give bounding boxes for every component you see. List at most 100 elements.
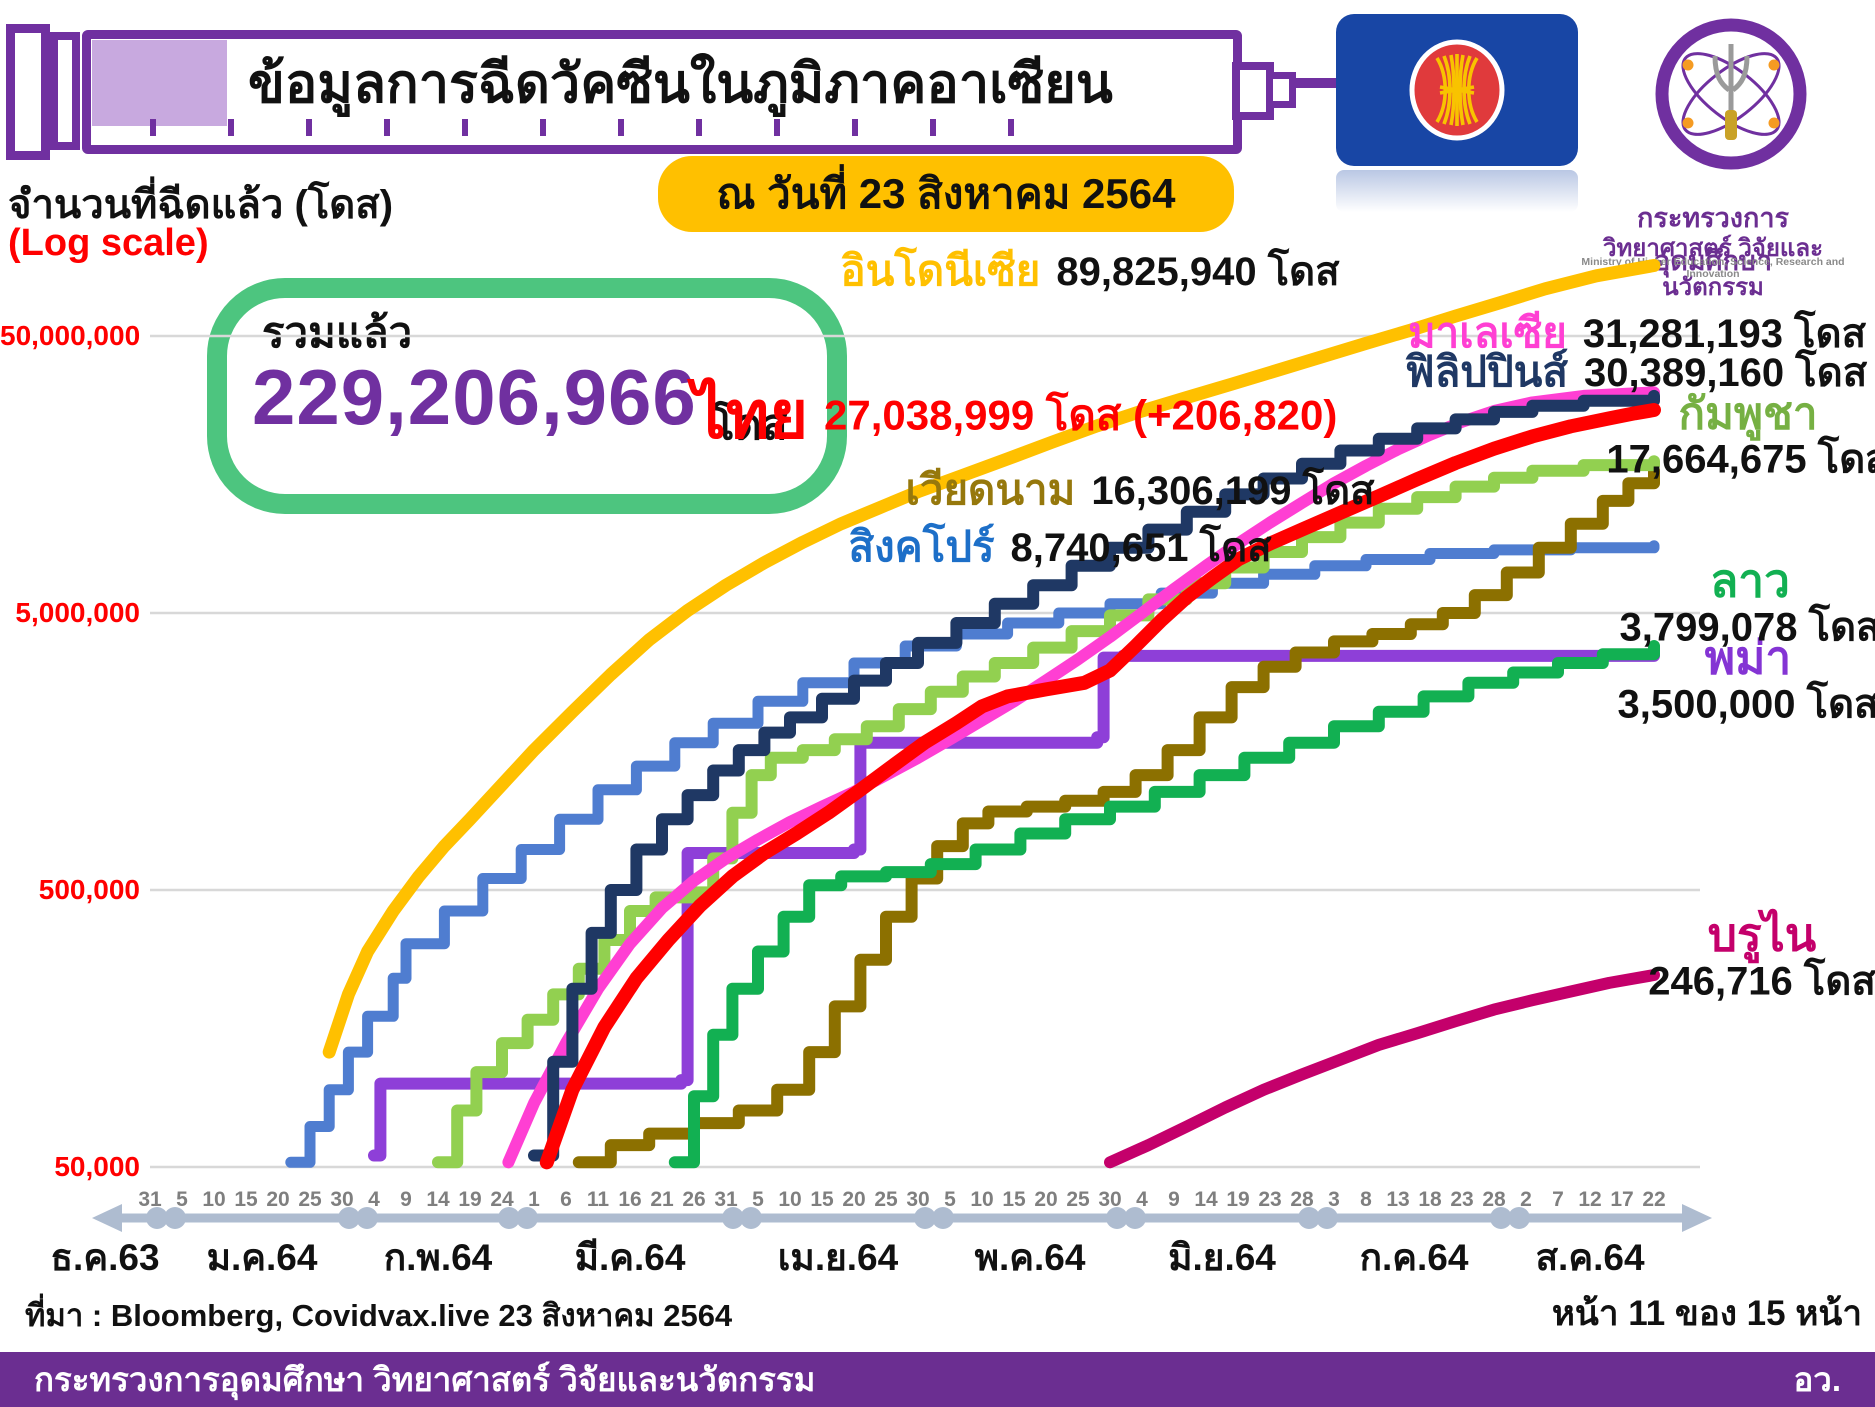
x-day-tick: 10 — [970, 1188, 994, 1211]
country-label-myanmar: พม่า 3,500,000 โดส — [1618, 631, 1875, 727]
country-name-singapore: สิงคโปร์ — [848, 523, 995, 570]
x-day-tick: 20 — [1034, 1188, 1058, 1211]
syringe-tick — [1008, 119, 1014, 136]
month-boundary-dot — [1490, 1207, 1512, 1229]
x-day-tick: 23 — [1450, 1188, 1474, 1211]
x-day-tick: 19 — [1226, 1188, 1250, 1211]
country-name-laos: ลาว — [1710, 554, 1790, 607]
month-boundary-dot — [1298, 1207, 1320, 1229]
country-value-cambodia: 17,664,675 โดส — [1606, 437, 1875, 482]
country-value-laos: 3,799,078 โดส — [1619, 605, 1875, 650]
x-day-tick: 2 — [1520, 1188, 1532, 1211]
country-label-malaysia: มาเลเซีย 31,281,193 โดส — [1408, 300, 1866, 366]
month-boundary-dot — [338, 1207, 360, 1229]
month-boundary-dot — [914, 1207, 936, 1229]
x-day-tick: 28 — [1290, 1188, 1314, 1211]
page-number: หน้า 11 ของ 15 หน้า — [1551, 1294, 1862, 1333]
syringe-tick — [774, 119, 780, 136]
x-month-label: ธ.ค.63 — [50, 1237, 160, 1278]
total-value: 229,206,966 — [252, 353, 697, 441]
x-day-tick: 25 — [1066, 1188, 1090, 1211]
y-axis-title: จำนวนที่ฉีดแล้ว (โดส) — [8, 183, 394, 227]
syringe-tick — [150, 119, 156, 136]
x-day-tick: 14 — [426, 1188, 450, 1211]
series-line-singapore — [285, 540, 1660, 1168]
x-day-tick: 24 — [490, 1188, 514, 1211]
country-name-myanmar: พม่า — [1704, 631, 1792, 684]
y-tick-label: 50,000 — [54, 1151, 140, 1182]
x-month-label: มิ.ย.64 — [1168, 1237, 1276, 1278]
footer-bar: กระทรวงการอุดมศึกษา วิทยาศาสตร์ วิจัยและ… — [0, 1352, 1875, 1407]
x-day-tick: 31 — [714, 1188, 738, 1211]
month-boundary-dot — [356, 1207, 378, 1229]
total-unit: โดส — [712, 401, 788, 448]
x-day-tick: 20 — [266, 1188, 290, 1211]
x-day-tick: 21 — [650, 1188, 674, 1211]
ministry-logo — [1655, 18, 1807, 170]
date-badge: ณ วันที่ 23 สิงหาคม 2564 — [658, 156, 1234, 232]
ministry-name-line2: วิทยาศาสตร์ วิจัยและนวัตกรรม — [1602, 235, 1823, 301]
x-day-tick: 15 — [810, 1188, 834, 1211]
x-day-tick: 13 — [1386, 1188, 1410, 1211]
series-line-philippines — [528, 389, 1660, 1162]
syringe-tick — [462, 119, 468, 136]
month-boundary-dot — [1508, 1207, 1530, 1229]
country-value-philippines: 30,389,160 โดส — [1583, 351, 1868, 395]
country-name-vietnam: เวียดนาม — [905, 466, 1076, 513]
syringe-tick — [384, 119, 390, 136]
month-boundary-dot — [1106, 1207, 1128, 1229]
footer-abbreviation: อว. — [1793, 1361, 1841, 1398]
x-month-label: ก.ค.64 — [1359, 1237, 1469, 1278]
country-label-cambodia: กัมพูชา 17,664,675 โดส — [1606, 391, 1875, 482]
x-day-tick: 25 — [298, 1188, 322, 1211]
total-box — [207, 278, 847, 514]
country-name-malaysia: มาเลเซีย — [1407, 309, 1567, 356]
month-boundary-dot — [164, 1207, 186, 1229]
timeline-arrow-left-icon — [92, 1204, 122, 1232]
country-name-philippines: ฟิลิปปินส์ — [1404, 348, 1568, 395]
x-day-tick: 10 — [202, 1188, 226, 1211]
x-month-label: ม.ค.64 — [206, 1237, 318, 1278]
month-boundary-dot — [932, 1207, 954, 1229]
country-label-singapore: สิงคโปร์ 8,740,651 โดส — [849, 514, 1272, 580]
footer-ministry-name: กระทรวงการอุดมศึกษา วิทยาศาสตร์ วิจัยและ… — [34, 1361, 816, 1398]
country-value-malaysia: 31,281,193 โดส — [1582, 312, 1867, 356]
series-line-thailand — [539, 403, 1661, 1170]
x-day-tick: 20 — [842, 1188, 866, 1211]
trident-icon — [1712, 44, 1750, 114]
x-day-tick: 4 — [368, 1188, 380, 1211]
x-month-label: เม.ย.64 — [777, 1237, 899, 1278]
x-day-tick: 9 — [1168, 1188, 1180, 1211]
x-day-tick: 28 — [1482, 1188, 1506, 1211]
y-tick-label: 50,000,000 — [0, 320, 141, 351]
x-day-tick: 5 — [944, 1188, 956, 1211]
x-day-tick: 10 — [778, 1188, 802, 1211]
flag-reflection — [1336, 170, 1578, 212]
page-title: ข้อมูลการฉีดวัคซีนในภูมิภาคอาเซียน — [248, 54, 1113, 114]
series-line-indonesia — [322, 259, 1661, 1059]
month-boundary-dot — [1316, 1207, 1338, 1229]
x-day-tick: 6 — [560, 1188, 572, 1211]
series-line-laos — [668, 640, 1660, 1169]
country-label-laos: ลาว 3,799,078 โดส — [1619, 554, 1875, 650]
y-tick-label: 5,000,000 — [15, 597, 140, 628]
syringe-tick — [306, 119, 312, 136]
country-value-brunei: 246,716 โดส — [1648, 959, 1875, 1004]
country-value-vietnam: 16,306,199 โดส — [1091, 469, 1375, 513]
x-day-tick: 30 — [330, 1188, 354, 1211]
x-day-tick: 18 — [1418, 1188, 1442, 1211]
x-month-label: มี.ค.64 — [574, 1237, 686, 1278]
x-day-tick: 17 — [1610, 1188, 1634, 1211]
x-day-tick: 12 — [1578, 1188, 1602, 1211]
syringe-plunger-flange — [6, 24, 50, 160]
country-value-singapore: 8,740,651 โดส — [1010, 526, 1272, 570]
source-text: ที่มา : Bloomberg, Covidvax.live 23 สิงห… — [25, 1298, 733, 1333]
series-line-brunei — [1104, 969, 1660, 1169]
country-name-brunei: บรูไน — [1707, 908, 1817, 961]
country-value-indonesia: 89,825,940 โดส — [1056, 250, 1340, 294]
country-label-brunei: บรูไน 246,716 โดส — [1648, 908, 1875, 1004]
country-label-thailand: ไทย 27,038,999 โดส (+206,820) — [693, 363, 1338, 468]
x-day-tick: 5 — [176, 1188, 188, 1211]
ministry-name-line1: กระทรวงการอุดมศึกษา — [1636, 203, 1789, 276]
month-boundary-dot — [498, 1207, 520, 1229]
